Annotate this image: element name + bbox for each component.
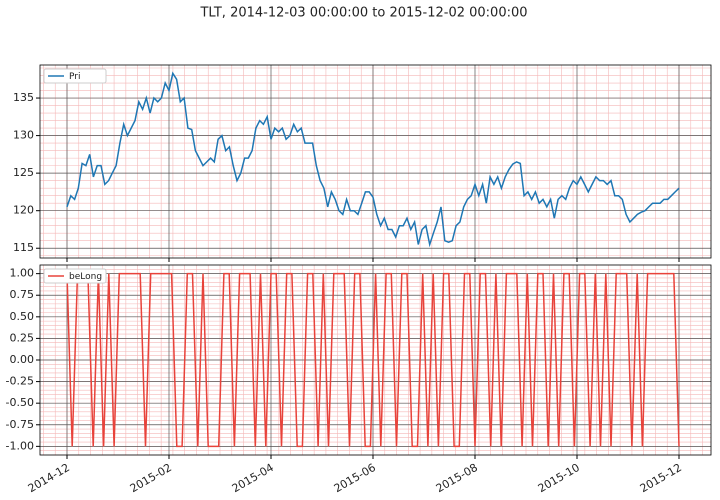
y-tick-label: 0.50 (10, 310, 35, 323)
legend-box (43, 68, 107, 84)
data-line (66, 71, 680, 248)
subplot: 115 120 125 130 135 Pri (13, 64, 712, 262)
legend-label: beLong (69, 272, 102, 282)
figure-title: TLT, 2014-12-03 00:00:00 to 2015-12-02 0… (199, 6, 527, 21)
axes-frame (39, 264, 712, 456)
x-tick-label: 2015-06 (332, 461, 378, 495)
x-tick-label: 2015-02 (128, 461, 174, 495)
y-tick-label: -0.50 (6, 396, 34, 409)
y-tick-label: -0.25 (6, 375, 34, 388)
y-tick-label: 125 (13, 166, 34, 179)
y-tick-label: 115 (13, 241, 34, 254)
x-tick-label: 2015-12 (638, 461, 684, 495)
x-tick-label: 2015-10 (536, 461, 582, 495)
y-tick-label: 0.00 (10, 353, 35, 366)
x-tick-label: 2015-04 (230, 461, 276, 495)
y-tick-label: 120 (13, 204, 34, 217)
data-line (66, 272, 680, 448)
legend-label: Pri (69, 72, 80, 82)
y-tick-label: -0.75 (6, 418, 34, 431)
axes-frame (39, 64, 712, 259)
y-tick-label: 0.75 (10, 288, 35, 301)
y-tick-label: 0.25 (10, 331, 35, 344)
x-tick-label: 2015-08 (434, 461, 480, 495)
plot-area (40, 65, 711, 258)
y-tick-label: 130 (13, 129, 34, 142)
y-tick-label: -1.00 (6, 439, 34, 452)
y-tick-label: 1.00 (10, 267, 35, 280)
x-tick-label: 2014-12 (26, 461, 72, 495)
subplot: 2014-12 2015-02 2015-04 2015-06 2015-08 2015-… (6, 264, 712, 495)
legend-box (43, 268, 107, 284)
y-tick-label: 135 (13, 91, 34, 104)
